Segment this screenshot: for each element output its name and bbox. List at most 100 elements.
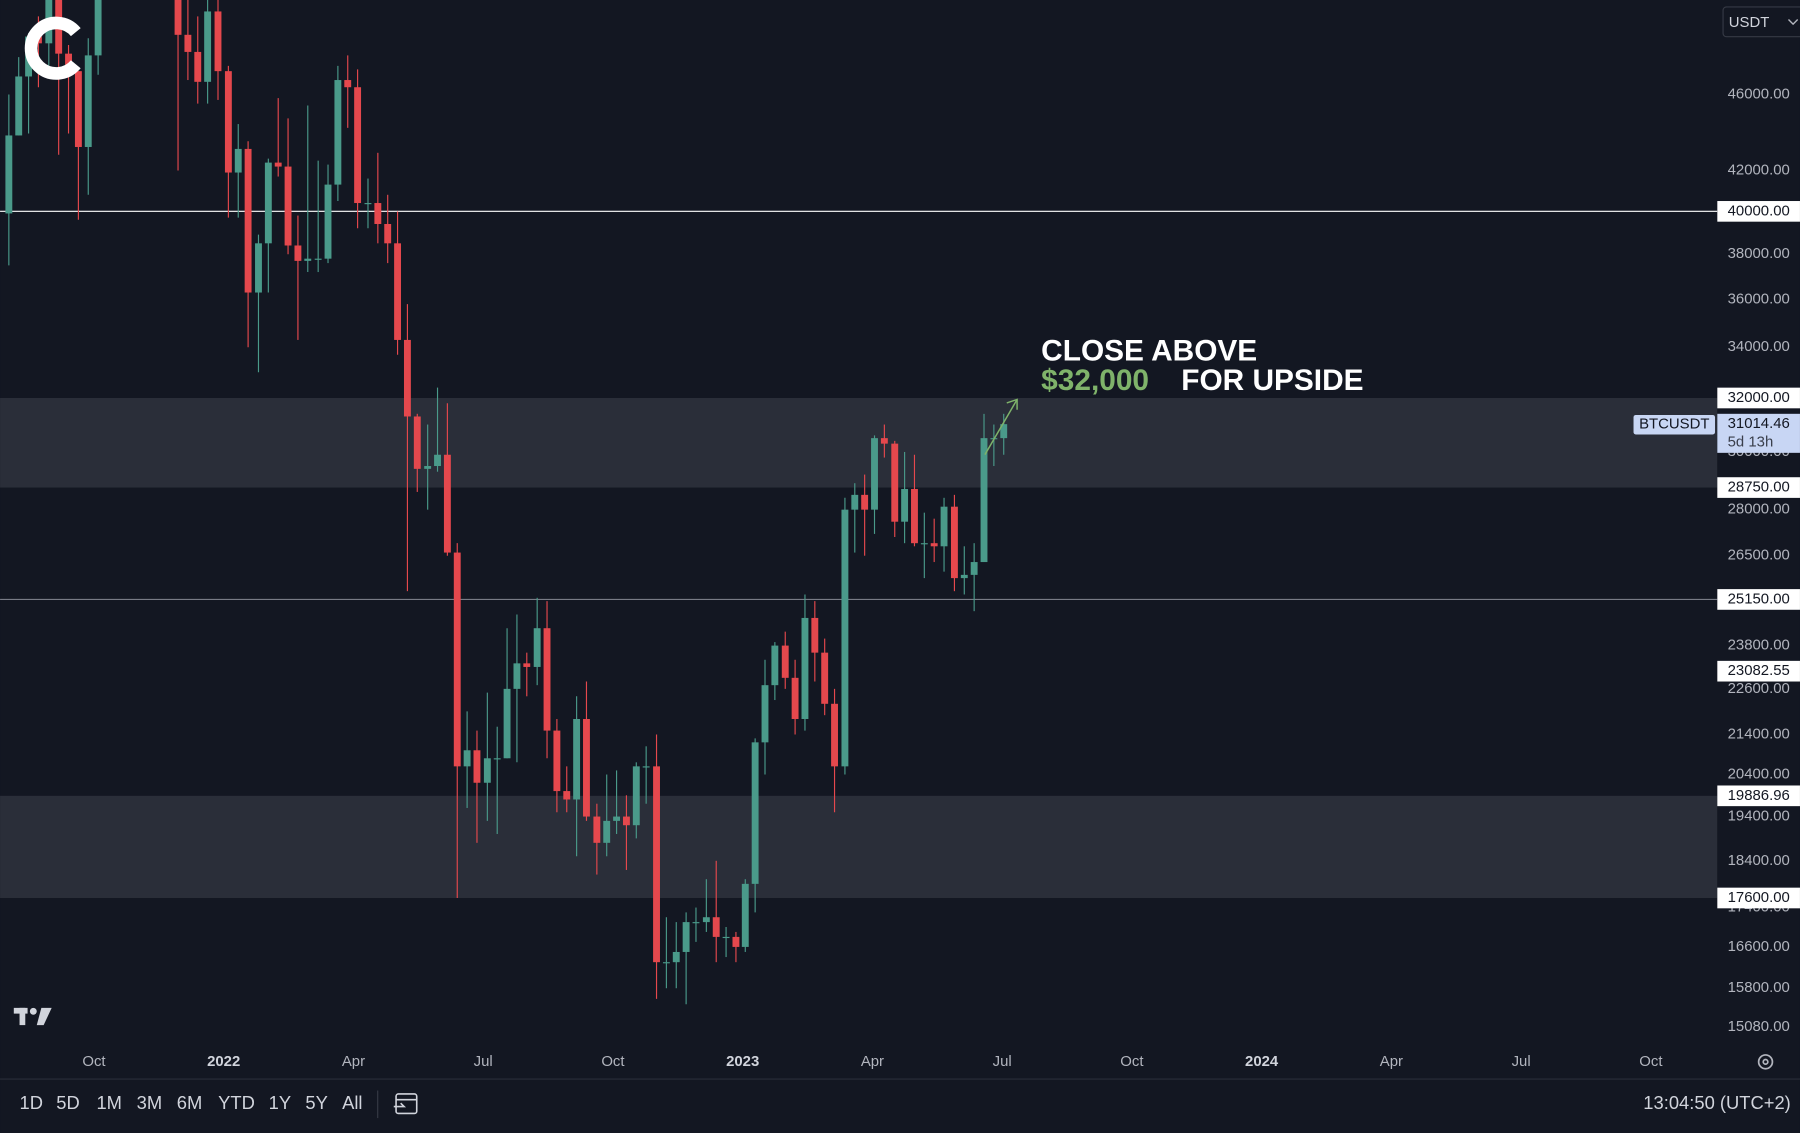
y-tick-label: 26500.00 [1728, 547, 1790, 564]
y-tick-label: 38000.00 [1728, 245, 1790, 262]
candle-body [732, 936, 740, 947]
candle-body [940, 506, 948, 547]
zone-top-label: 19886.96 [1728, 787, 1790, 804]
y-tick-label: 21400.00 [1728, 725, 1790, 742]
calendar-icon[interactable] [393, 1093, 418, 1115]
candle-body [653, 766, 660, 963]
candle-body [304, 258, 312, 261]
annotation-rest: FOR UPSIDE [1181, 364, 1363, 397]
range-button[interactable]: 1Y [269, 1092, 291, 1113]
candle-body [613, 816, 621, 821]
candle-body [184, 34, 192, 52]
candle-body [463, 750, 471, 767]
candle-body [573, 719, 581, 800]
candle-body [523, 663, 531, 667]
candle-body [384, 223, 392, 244]
candle-body [761, 685, 769, 743]
candle-body [682, 922, 690, 952]
candle-body [821, 652, 829, 704]
range-button[interactable]: 5Y [305, 1092, 327, 1113]
range-button[interactable]: 1D [20, 1092, 43, 1113]
candle-body [920, 543, 928, 545]
candle-body [234, 148, 242, 173]
candle-body [563, 791, 571, 800]
candle-body [274, 162, 282, 167]
last-price-box [1717, 413, 1800, 453]
y-tick-label: 23800.00 [1728, 637, 1790, 654]
range-button[interactable]: All [342, 1092, 362, 1113]
candle-body [533, 628, 541, 667]
candle-body [354, 87, 362, 204]
y-tick-label: 42000.00 [1728, 161, 1790, 178]
candle-body [443, 454, 451, 553]
level-box [1717, 589, 1800, 610]
candle-body [424, 466, 432, 469]
candle-body [483, 758, 491, 783]
zone-bottom-box [1717, 887, 1800, 909]
candle-body [224, 71, 232, 173]
candle-body [553, 730, 561, 792]
candle-body [543, 628, 551, 731]
y-tick-label: 34000.00 [1728, 338, 1790, 355]
y-tick-label: 18400.00 [1728, 852, 1790, 869]
range-button[interactable]: 6M [177, 1092, 203, 1113]
candle-body [364, 203, 372, 205]
range-button[interactable]: 1M [96, 1092, 122, 1113]
range-button[interactable]: 5D [56, 1092, 79, 1113]
candle-body [632, 766, 640, 826]
y-tick-label: 20400.00 [1728, 765, 1790, 782]
level-label: 40000.00 [1728, 202, 1790, 219]
y-tick-label: 19400.00 [1728, 807, 1790, 824]
candle-body [871, 438, 878, 510]
candle-body [891, 443, 899, 522]
candle-body [662, 962, 670, 964]
currency-dropdown[interactable]: USDT [1722, 6, 1800, 38]
x-tick-label: Jul [1512, 1053, 1531, 1070]
candle-body [513, 663, 521, 689]
range-button[interactable]: 3M [137, 1092, 163, 1113]
candle-body [722, 936, 730, 939]
candle-body [960, 574, 968, 579]
candle-body [194, 51, 202, 82]
x-tick-label: Jul [474, 1053, 493, 1070]
candle-body [493, 758, 501, 760]
candle-body [284, 166, 292, 246]
level-box [1717, 660, 1800, 682]
candle-body [642, 766, 650, 768]
candle-body [434, 454, 441, 467]
candle-body [741, 883, 749, 947]
x-tick-label: Oct [1639, 1053, 1663, 1070]
candle-body [94, 0, 102, 56]
level-box [1717, 201, 1800, 222]
candle-body [503, 688, 511, 759]
zone [0, 795, 1718, 898]
candle-body [374, 203, 382, 224]
candle-body [294, 245, 302, 261]
candle-body [831, 703, 838, 767]
candle-body [264, 162, 272, 244]
candle-body [861, 494, 869, 510]
x-tick-label: Jul [993, 1053, 1012, 1070]
x-tick-label: 2022 [207, 1053, 240, 1070]
x-tick-label: Apr [861, 1053, 884, 1070]
candle-body [74, 71, 82, 147]
candle-body [672, 951, 680, 963]
candle-body [453, 552, 461, 767]
candle-body [901, 489, 909, 522]
candle-body [781, 645, 789, 678]
candle-body [244, 148, 252, 293]
zone-bottom-label: 28750.00 [1728, 478, 1790, 495]
candle-body [473, 750, 481, 783]
range-button[interactable]: YTD [218, 1092, 255, 1113]
candle-body [593, 816, 601, 843]
zone-top-label: 32000.00 [1728, 389, 1790, 406]
currency-label: USDT [1729, 14, 1770, 31]
candle-body [980, 438, 988, 563]
overlay: 46000.00 42000.00 38000.00 36000.00 34000.00… [82, 85, 1800, 1070]
candle-body [851, 494, 859, 510]
candle-body [930, 543, 938, 547]
y-tick-label: 22600.00 [1728, 680, 1790, 697]
countdown: 5d 13h [1728, 433, 1774, 450]
settings-icon[interactable] [1757, 1054, 1774, 1070]
